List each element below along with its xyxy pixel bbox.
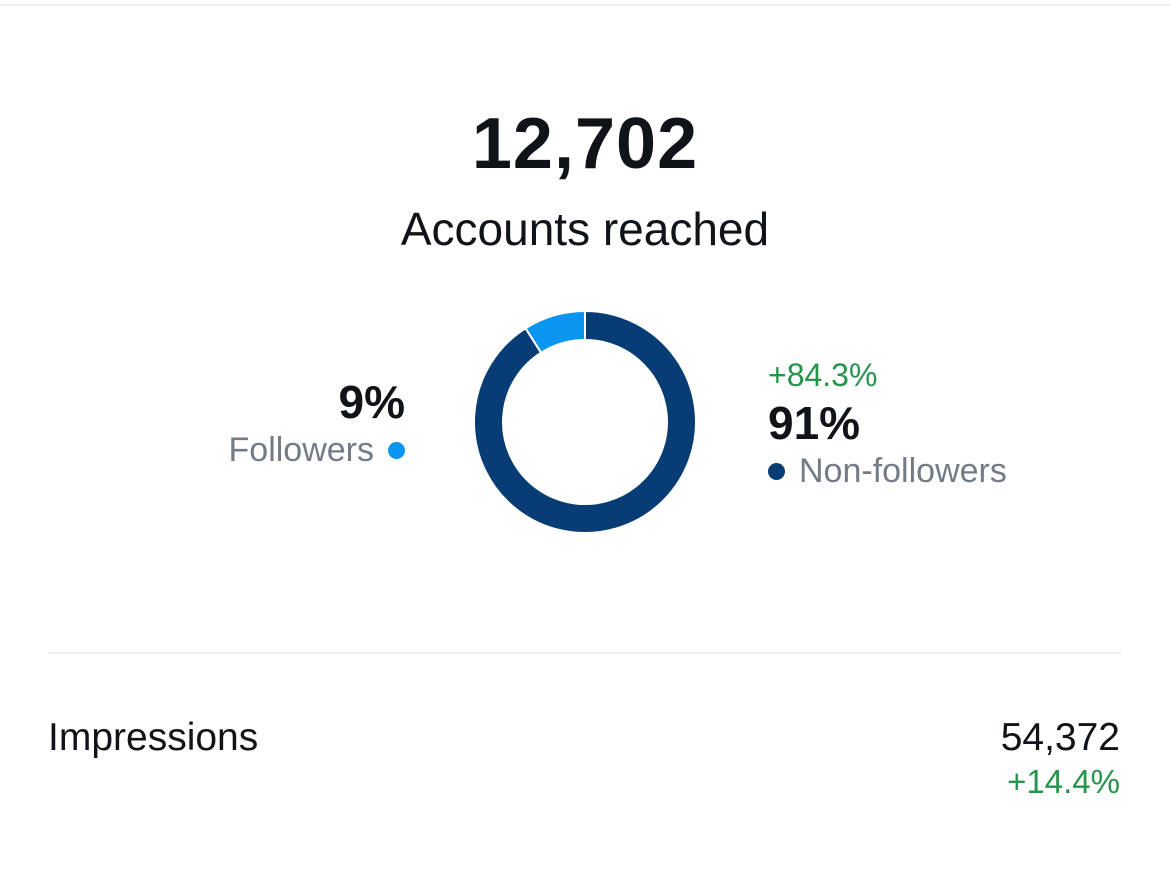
reach-donut-chart (473, 310, 697, 534)
followers-legend: 9% Followers (229, 374, 405, 470)
accounts-reached-label: Accounts reached (400, 203, 770, 255)
impressions-value-group: 54,372 +14.4% (1001, 714, 1120, 802)
impressions-change: +14.4% (1007, 763, 1120, 800)
followers-legend-row: Followers (229, 430, 405, 470)
non-followers-label: Non-followers (799, 452, 1007, 490)
followers-percent: 9% (338, 376, 405, 428)
impressions-label: Impressions (48, 716, 259, 759)
accounts-reached-total: 12,702 (471, 104, 699, 184)
non-followers-legend: +84.3% 91% Non-followers (768, 355, 1007, 491)
non-followers-change: +84.3% (768, 357, 878, 393)
non-followers-color-dot-icon (768, 462, 785, 480)
non-followers-legend-row: Non-followers (768, 451, 1007, 491)
impressions-value: 54,372 (1000, 716, 1120, 759)
top-divider (0, 4, 1170, 6)
section-divider (48, 652, 1122, 654)
donut-slice-non-followers (473, 310, 697, 534)
followers-color-dot-icon (388, 441, 405, 459)
followers-label: Followers (228, 431, 374, 469)
non-followers-percent: 91% (768, 397, 861, 449)
